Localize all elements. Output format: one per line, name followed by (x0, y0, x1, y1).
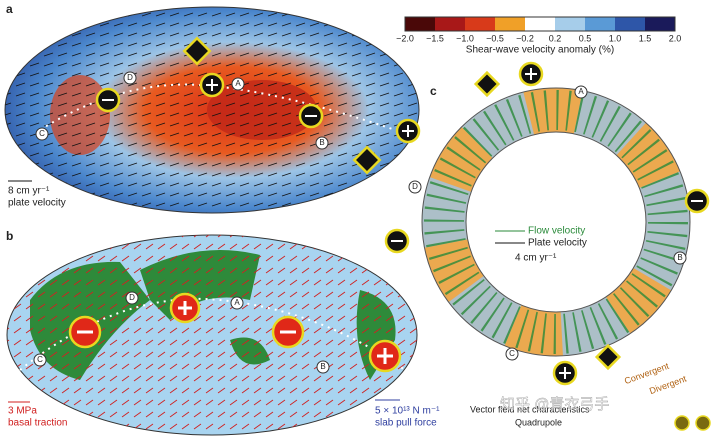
colorbar-segment (645, 17, 675, 31)
watermark: 知乎 @青衣弓手 (500, 396, 609, 413)
slab-value: 5 × 10¹³ N m⁻¹ (375, 406, 440, 417)
svg-text:B: B (319, 138, 324, 147)
panel-label: b (6, 229, 13, 243)
symbol (384, 228, 410, 254)
key-quadrupole: Quadrupole (515, 417, 562, 427)
svg-text:A: A (578, 87, 584, 96)
traction-value: 3 MPa (8, 406, 37, 417)
traction-caption: basal traction (8, 418, 67, 429)
colorbar: Shear-wave velocity anomaly (%) −2.0 −1.5… (396, 16, 682, 56)
svg-text:D: D (127, 73, 133, 82)
colorbar-tick-label: −1.5 (426, 33, 444, 43)
panel-c: c Flow velocity Plate velocity 4 cm yr⁻¹… (384, 61, 710, 386)
symbol (169, 292, 201, 324)
point: A (231, 77, 245, 91)
point: A (230, 296, 244, 310)
colorbar-segment (615, 17, 645, 31)
panel-label: c (430, 84, 437, 98)
point: B (316, 360, 330, 374)
svg-text:B: B (677, 253, 682, 262)
svg-text:D: D (412, 182, 418, 191)
colorbar-frame (404, 16, 676, 32)
symbol (518, 61, 544, 87)
colorbar-segment (435, 17, 465, 31)
legend-plate: Plate velocity (528, 238, 587, 249)
colorbar-tick-label: 1.0 (609, 33, 622, 43)
colorbar-segment (585, 17, 615, 31)
key-divergent: Divergent (648, 373, 688, 396)
point: B (673, 251, 687, 265)
colorbar-tick-label: 2.0 (669, 33, 682, 43)
point: C (33, 353, 47, 367)
symbol (95, 87, 121, 113)
point: D (125, 291, 139, 305)
point: B (315, 136, 329, 150)
svg-text:C: C (509, 349, 515, 358)
panel-label: a (6, 2, 13, 16)
colorbar-segment (495, 17, 525, 31)
key-symbol (695, 415, 711, 431)
symbol (473, 70, 501, 98)
symbol (199, 72, 225, 98)
panel-a: a 8 cm yr⁻¹ plate velocity A B C D (4, 2, 421, 214)
key-symbol (674, 415, 690, 431)
colorbar-tick-label: 0.2 (549, 33, 562, 43)
key-title: Vector field net characteristics (470, 404, 590, 414)
colorbar-tick-label: −1.0 (456, 33, 474, 43)
symbol (298, 103, 324, 129)
slab-caption: slab pull force (375, 418, 437, 429)
svg-text:A: A (235, 79, 241, 88)
colorbar-tick-label: 0.5 (579, 33, 592, 43)
colorbar-tick-label: −0.5 (486, 33, 504, 43)
point: C (35, 127, 49, 141)
symbol (395, 118, 421, 144)
svg-text:C: C (39, 129, 45, 138)
symbol (594, 343, 622, 371)
colorbar-segment (525, 17, 555, 31)
legend-flow: Flow velocity (528, 226, 585, 237)
colorbar-segment (405, 17, 435, 31)
symbol (684, 188, 710, 214)
symbol (352, 145, 382, 175)
svg-text:B: B (320, 362, 325, 371)
scale-value: 8 cm yr⁻¹ (8, 186, 50, 197)
point: A (574, 85, 588, 99)
point: C (505, 347, 519, 361)
svg-text:D: D (129, 293, 135, 302)
symbol (368, 339, 402, 373)
panel-b: b 3 MPa basal traction 5 × 10¹³ N m⁻¹ sl… (6, 229, 440, 436)
svg-text:C: C (37, 355, 43, 364)
colorbar-tick-label: 1.5 (639, 33, 652, 43)
scale-value: 4 cm yr⁻¹ (515, 253, 557, 264)
colorbar-segment (555, 17, 585, 31)
colorbar-title: Shear-wave velocity anomaly (%) (466, 45, 614, 56)
scale-caption: plate velocity (8, 198, 66, 209)
symbol (552, 360, 578, 386)
symbol (68, 315, 102, 349)
colorbar-tick-label: −0.2 (516, 33, 534, 43)
point: D (123, 71, 137, 85)
svg-text:A: A (234, 298, 240, 307)
point: D (408, 180, 422, 194)
colorbar-tick-label: −2.0 (396, 33, 414, 43)
symbol (271, 315, 305, 349)
symbol (182, 36, 212, 66)
colorbar-segment (465, 17, 495, 31)
